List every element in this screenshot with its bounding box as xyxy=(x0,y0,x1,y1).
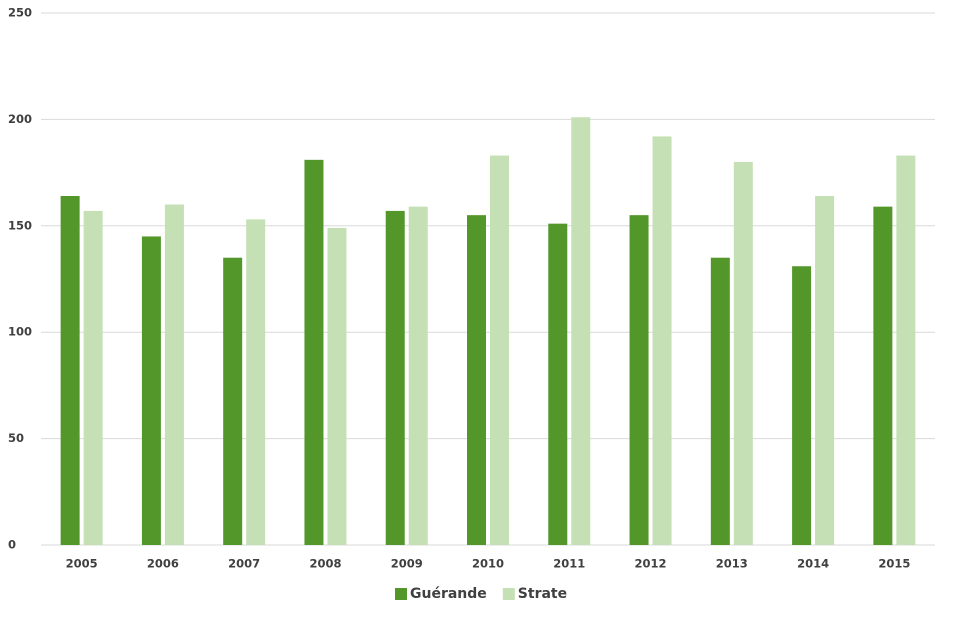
y-tick-label: 150 xyxy=(8,218,32,232)
bar xyxy=(896,155,916,546)
bar xyxy=(467,215,486,545)
bar xyxy=(385,210,405,546)
bar xyxy=(873,206,893,545)
bar xyxy=(548,223,568,545)
bar xyxy=(815,196,835,545)
legend-swatch xyxy=(395,588,407,600)
y-tick-label: 200 xyxy=(8,112,32,126)
legend-swatch xyxy=(502,588,515,600)
x-tick-label: 2008 xyxy=(309,557,341,571)
bar xyxy=(60,196,80,545)
bar xyxy=(792,266,812,545)
x-tick-label: 2007 xyxy=(228,557,260,571)
legend-label: Strate xyxy=(518,586,567,602)
x-tick-label: 2011 xyxy=(553,557,585,571)
x-tick-label: 2013 xyxy=(716,557,748,571)
x-tick-label: 2005 xyxy=(66,557,98,571)
bar xyxy=(490,155,509,546)
bar xyxy=(408,206,428,545)
bar xyxy=(141,236,161,545)
x-tick-label: 2010 xyxy=(472,557,504,571)
bar xyxy=(223,257,243,545)
y-tick-label: 100 xyxy=(8,325,32,339)
x-tick-label: 2015 xyxy=(878,557,910,571)
y-tick-label: 0 xyxy=(8,538,16,552)
bar xyxy=(327,227,347,546)
x-tick-label: 2014 xyxy=(797,557,829,571)
bar xyxy=(83,210,103,546)
bar xyxy=(571,117,591,545)
bar xyxy=(733,161,753,545)
bar xyxy=(304,159,324,545)
x-tick-label: 2012 xyxy=(635,557,667,571)
bar xyxy=(164,204,184,545)
bar xyxy=(652,136,672,545)
bar xyxy=(246,219,266,545)
legend-label: Guérande xyxy=(410,586,487,602)
y-tick-label: 250 xyxy=(8,6,32,20)
x-tick-label: 2006 xyxy=(147,557,179,571)
y-tick-label: 50 xyxy=(8,431,24,445)
bar xyxy=(629,215,649,545)
bar xyxy=(710,257,730,545)
x-tick-label: 2009 xyxy=(391,557,423,571)
